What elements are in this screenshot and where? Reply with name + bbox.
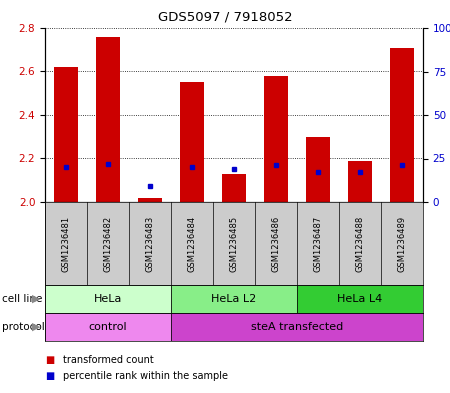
Text: GSM1236483: GSM1236483 (145, 215, 154, 272)
Text: GSM1236484: GSM1236484 (188, 215, 197, 272)
Bar (391, 48, 414, 202)
Text: transformed count: transformed count (63, 355, 154, 365)
Text: percentile rank within the sample: percentile rank within the sample (63, 371, 228, 381)
Text: GSM1236482: GSM1236482 (104, 215, 112, 272)
Bar (171, 285, 297, 313)
Text: GDS5097 / 7918052: GDS5097 / 7918052 (158, 10, 292, 23)
Text: cell line: cell line (2, 294, 43, 304)
Text: GSM1236489: GSM1236489 (397, 215, 406, 272)
Text: GSM1236481: GSM1236481 (62, 215, 71, 272)
Bar (45, 313, 171, 341)
Bar (297, 285, 423, 313)
Bar (180, 83, 203, 202)
Text: GSM1236487: GSM1236487 (314, 215, 323, 272)
Text: ■: ■ (45, 355, 54, 365)
Bar (54, 67, 77, 202)
Text: ▶: ▶ (32, 294, 40, 304)
Text: steA transfected: steA transfected (251, 322, 343, 332)
Bar (306, 137, 329, 202)
Text: HeLa L2: HeLa L2 (212, 294, 256, 304)
Bar (222, 174, 246, 202)
Bar (139, 198, 162, 202)
Bar (96, 37, 120, 202)
Bar (171, 313, 423, 341)
Text: ■: ■ (45, 371, 54, 381)
Text: HeLa L4: HeLa L4 (338, 294, 382, 304)
Bar (348, 161, 372, 202)
Text: ▶: ▶ (32, 322, 40, 332)
Bar (45, 285, 171, 313)
Bar (265, 76, 288, 202)
Text: GSM1236488: GSM1236488 (356, 215, 364, 272)
Text: protocol: protocol (2, 322, 45, 332)
Text: GSM1236485: GSM1236485 (230, 215, 238, 272)
Text: GSM1236486: GSM1236486 (271, 215, 280, 272)
Text: control: control (89, 322, 127, 332)
Text: HeLa: HeLa (94, 294, 122, 304)
